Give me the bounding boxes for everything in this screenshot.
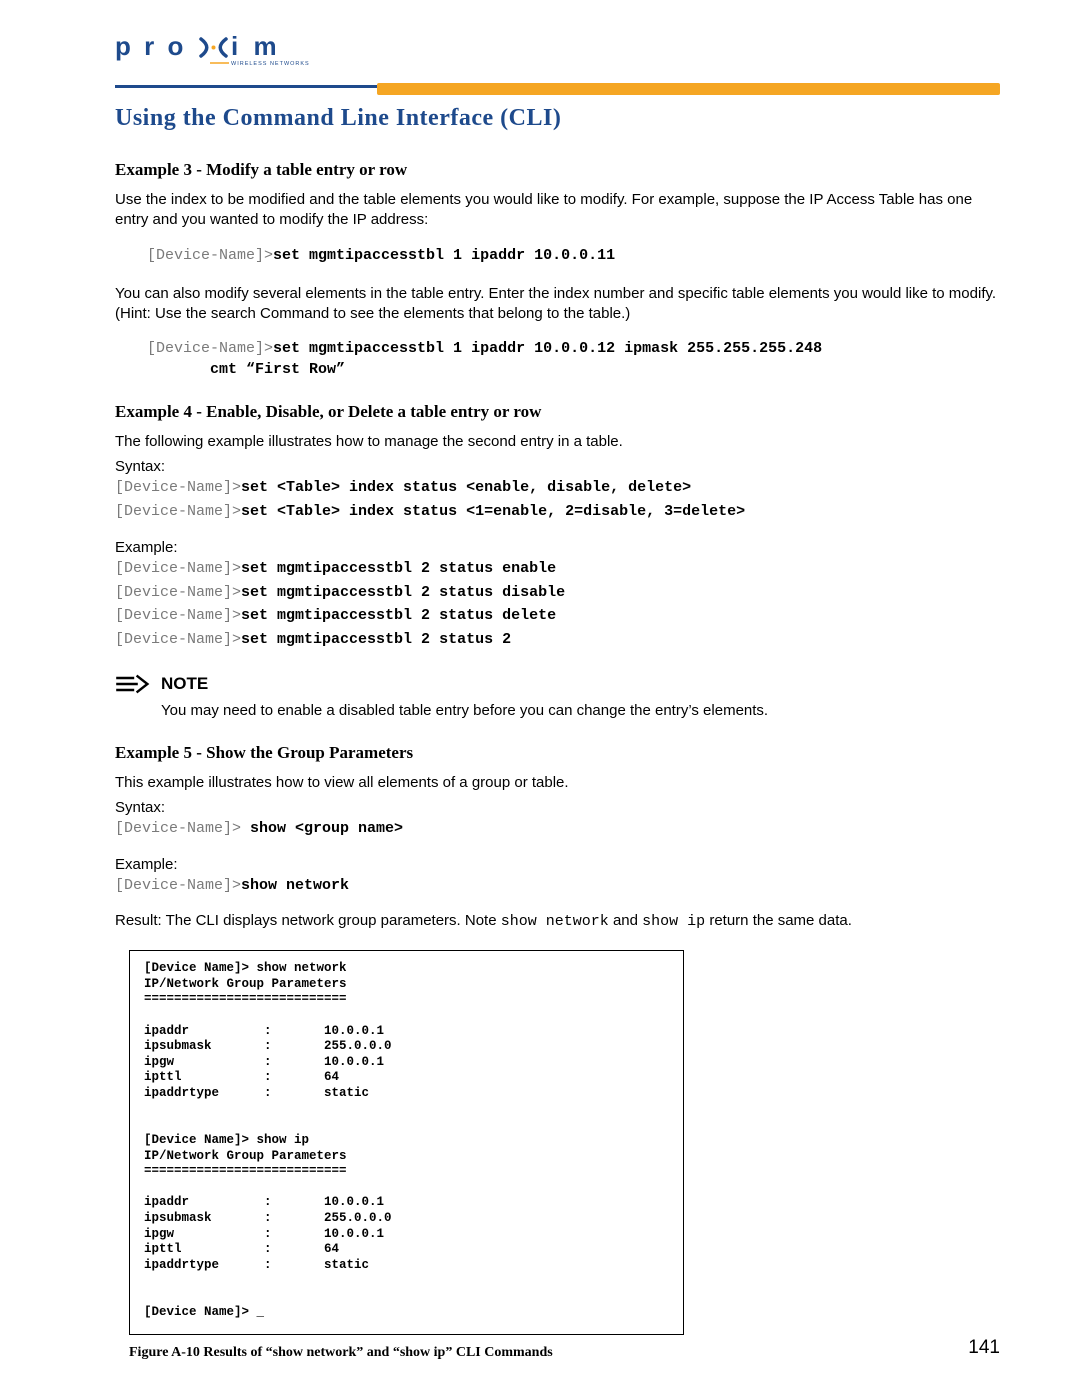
cli-command: set mgmtipaccesstbl 1 ipaddr 10.0.0.11 [273,247,615,264]
example5-heading: Example 5 - Show the Group Parameters [115,743,1000,763]
note-arrow-icon [115,673,151,695]
cli-command: set <Table> index status <enable, disabl… [241,479,691,496]
example4-ex2: [Device-Name]>set mgmtipaccesstbl 2 stat… [115,582,1000,604]
cli-command: set <Table> index status <1=enable, 2=di… [241,503,745,520]
brand-logo: p r o i m WIRELESS NETWORKS [115,30,1000,75]
example3-intro: Use the index to be modified and the tab… [115,190,1000,231]
example4-syntax1: [Device-Name]>set <Table> index status <… [115,477,1000,499]
cli-command: show network [241,877,349,894]
result-text-post: return the same data. [705,912,852,929]
terminal-output: [Device Name]> show network IP/Network G… [129,950,684,1335]
example-label: Example: [115,539,1000,556]
note-text: You may need to enable a disabled table … [161,701,1000,721]
cli-prompt: [Device-Name]> [115,479,241,496]
result-mono2: show ip [642,913,705,930]
cli-prompt: [Device-Name]> [147,340,273,357]
example-label: Example: [115,856,1000,873]
cli-prompt: [Device-Name]> [147,247,273,264]
example4-ex3: [Device-Name]>set mgmtipaccesstbl 2 stat… [115,605,1000,627]
example4-intro: The following example illustrates how to… [115,432,1000,452]
cli-prompt: [Device-Name]> [115,584,241,601]
page-title: Using the Command Line Interface (CLI) [115,105,1000,132]
cli-command: set mgmtipaccesstbl 2 status delete [241,607,556,624]
svg-text:WIRELESS NETWORKS: WIRELESS NETWORKS [231,61,310,67]
proxim-logo-svg: p r o i m WIRELESS NETWORKS [115,30,335,75]
cli-prompt: [Device-Name]> [115,560,241,577]
example4-ex4: [Device-Name]>set mgmtipaccesstbl 2 stat… [115,629,1000,651]
example3-para2: You can also modify several elements in … [115,284,1000,325]
header-rule [115,83,1000,97]
example3-code2: [Device-Name]>set mgmtipaccesstbl 1 ipad… [147,338,1000,380]
cli-command: cmt “First Row” [210,361,345,378]
cli-command: set mgmtipaccesstbl 2 status enable [241,560,556,577]
cli-command: set mgmtipaccesstbl 2 status 2 [241,631,511,648]
example5-syntax: [Device-Name]> show <group name> [115,818,1000,840]
example5-result: Result: The CLI displays network group p… [115,911,1000,932]
example4-ex1: [Device-Name]>set mgmtipaccesstbl 2 stat… [115,558,1000,580]
example4-syntax2: [Device-Name]>set <Table> index status <… [115,501,1000,523]
svg-text:p r o: p r o [115,31,186,61]
svg-text:i m: i m [231,31,281,61]
example3-heading: Example 3 - Modify a table entry or row [115,160,1000,180]
example5-intro: This example illustrates how to view all… [115,773,1000,793]
syntax-label: Syntax: [115,458,1000,475]
cli-command: set mgmtipaccesstbl 2 status disable [241,584,565,601]
cli-prompt: [Device-Name]> [115,631,241,648]
cli-prompt: [Device-Name]> [115,820,241,837]
cli-command: set mgmtipaccesstbl 1 ipaddr 10.0.0.12 i… [273,340,822,357]
result-text-mid: and [609,912,642,929]
result-mono1: show network [501,913,609,930]
note-label: NOTE [161,674,208,694]
result-text-pre: Result: The CLI displays network group p… [115,912,501,929]
figure-caption: Figure A-10 Results of “show network” an… [129,1345,1000,1361]
cli-prompt: [Device-Name]> [115,607,241,624]
cli-prompt: [Device-Name]> [115,877,241,894]
example5-ex: [Device-Name]>show network [115,875,1000,897]
header-rule-orange [377,83,1000,95]
syntax-label: Syntax: [115,799,1000,816]
cli-prompt: [Device-Name]> [115,503,241,520]
note-block: NOTE [115,673,1000,695]
cli-command: show <group name> [241,820,403,837]
page-number: 141 [968,1337,1000,1359]
example4-heading: Example 4 - Enable, Disable, or Delete a… [115,402,1000,422]
example3-code1: [Device-Name]>set mgmtipaccesstbl 1 ipad… [147,245,1000,266]
